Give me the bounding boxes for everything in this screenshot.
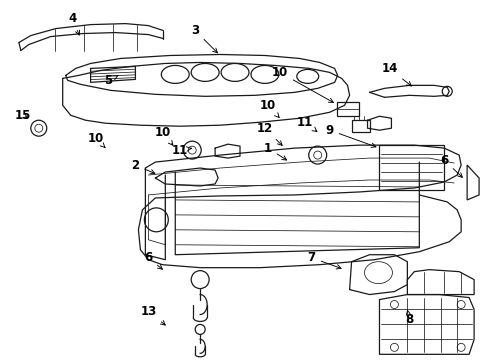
Text: 10: 10 (271, 66, 333, 103)
Text: 6: 6 (144, 251, 162, 269)
Text: 13: 13 (140, 305, 165, 325)
Text: 6: 6 (439, 154, 462, 177)
Text: 11: 11 (296, 116, 316, 131)
Text: 1: 1 (264, 141, 286, 160)
Text: 15: 15 (15, 109, 31, 122)
Text: 2: 2 (131, 158, 155, 174)
Text: 8: 8 (405, 310, 413, 326)
Text: 14: 14 (381, 62, 410, 86)
Text: 3: 3 (191, 24, 217, 53)
Bar (336, 102, 358, 116)
Text: 4: 4 (68, 12, 80, 35)
Text: 10: 10 (154, 126, 173, 145)
Text: 10: 10 (87, 132, 105, 148)
Bar (351, 120, 369, 132)
Text: 9: 9 (325, 124, 375, 148)
Text: 11: 11 (172, 144, 191, 157)
Text: 7: 7 (307, 251, 340, 269)
Text: 5: 5 (104, 74, 118, 87)
Text: 12: 12 (256, 122, 282, 145)
Text: 10: 10 (259, 99, 279, 117)
Bar (379, 145, 443, 190)
